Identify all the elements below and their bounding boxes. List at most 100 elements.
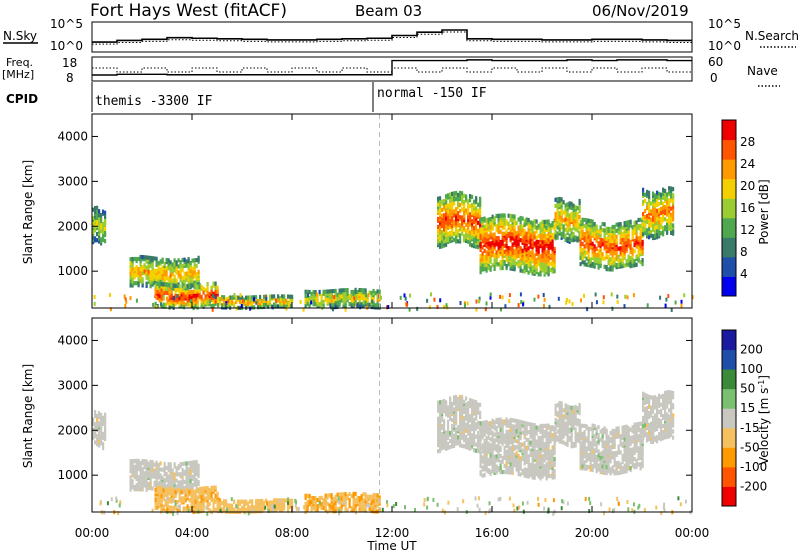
echo-cell: [148, 462, 150, 466]
echo-cell: [502, 250, 504, 254]
echo-cell: [532, 229, 534, 233]
radar-title: Fort Hays West (fitACF): [90, 1, 287, 21]
echo-cell: [628, 224, 630, 228]
echo-cell: [337, 493, 339, 497]
echo-cell: [602, 256, 604, 260]
echo-cell: [670, 194, 672, 198]
echo-cell: [213, 304, 215, 308]
echo-cell: [630, 246, 632, 250]
echo-cell: [437, 239, 439, 243]
echo-cell: [567, 237, 569, 241]
echo-cell: [490, 225, 492, 229]
echo-cell: [559, 197, 561, 201]
echo-cell: [575, 223, 577, 227]
echo-cell: [463, 210, 465, 214]
echo-cell: [102, 442, 104, 446]
echo-cell: [451, 434, 453, 438]
echo-cell: [183, 292, 185, 296]
echo-cell: [555, 204, 557, 208]
echo-cell: [164, 462, 166, 466]
scatter-cell: [627, 295, 629, 299]
echo-cell: [130, 283, 132, 287]
echo-cell: [453, 420, 455, 424]
echo-cell: [132, 271, 134, 275]
echo-cell: [546, 238, 548, 242]
echo-cell: [658, 202, 660, 206]
echo-cell: [144, 471, 146, 475]
echo-cell: [630, 262, 632, 266]
echo-cell: [158, 481, 160, 485]
echo-cell: [484, 433, 486, 437]
echo-cell: [311, 496, 313, 500]
echo-cell: [490, 437, 492, 441]
echo-cell: [494, 461, 496, 465]
echo-cell: [160, 272, 162, 276]
echo-cell: [275, 498, 277, 502]
echo-cell: [475, 222, 477, 226]
echo-cell: [171, 491, 173, 495]
echo-cell: [159, 298, 161, 302]
echo-cell: [484, 225, 486, 229]
echo-cell: [510, 214, 512, 218]
echo-cell: [538, 234, 540, 238]
echo-cell: [164, 262, 166, 266]
echo-cell: [229, 504, 231, 508]
scatter-cell: [508, 299, 510, 303]
scatter-cell: [242, 299, 244, 303]
echo-cell: [471, 433, 473, 437]
echo-cell: [465, 223, 467, 227]
echo-cell: [516, 243, 518, 247]
echo-cell: [205, 288, 207, 292]
echo-cell: [211, 486, 213, 490]
echo-cell: [590, 245, 592, 249]
echo-cell: [439, 400, 441, 404]
echo-cell: [447, 446, 449, 450]
echo-cell: [490, 217, 492, 221]
echo-cell: [437, 217, 439, 221]
echo-cell: [656, 221, 658, 225]
echo-cell: [532, 265, 534, 269]
echo-cell: [349, 498, 351, 502]
echo-cell: [437, 449, 439, 453]
echo-cell: [174, 258, 176, 262]
scatter-cell: [667, 294, 669, 298]
echo-cell: [285, 498, 287, 502]
echo-cell: [161, 486, 163, 490]
echo-cell: [542, 472, 544, 476]
echo-cell: [132, 267, 134, 271]
echo-cell: [542, 262, 544, 266]
echo-cell: [361, 288, 363, 292]
echo-cell: [471, 409, 473, 413]
echo-cell: [656, 213, 658, 217]
echo-cell: [512, 446, 514, 450]
scatter-cell: [433, 298, 435, 302]
echo-cell: [130, 469, 132, 473]
echo-cell: [636, 224, 638, 228]
echo-cell: [130, 465, 132, 469]
echo-cell: [530, 441, 532, 445]
echo-cell: [648, 219, 650, 223]
echo-cell: [449, 203, 451, 207]
echo-cell: [557, 231, 559, 235]
echo-cell: [217, 303, 219, 307]
echo-cell: [327, 298, 329, 302]
echo-cell: [259, 295, 261, 299]
echo-cell: [195, 494, 197, 498]
echo-cell: [152, 472, 154, 476]
echo-cell: [630, 220, 632, 224]
echo-cell: [104, 211, 106, 215]
echo-cell: [532, 467, 534, 471]
echo-cell: [191, 500, 193, 504]
echo-cell: [546, 444, 548, 448]
echo-cell: [632, 229, 634, 233]
echo-cell: [457, 441, 459, 445]
echo-cell: [375, 291, 377, 295]
echo-cell: [620, 250, 622, 254]
echo-cell: [646, 232, 648, 236]
echo-cell: [178, 270, 180, 274]
scatter-cell: [221, 297, 223, 301]
echo-cell: [638, 246, 640, 250]
echo-cell: [646, 202, 648, 206]
echo-cell: [520, 238, 522, 242]
echo-cell: [179, 296, 181, 300]
